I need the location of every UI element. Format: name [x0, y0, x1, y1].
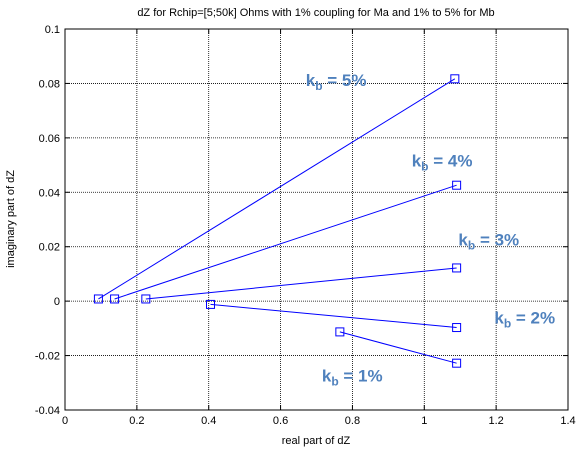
- y-tick-label: 0: [54, 296, 60, 308]
- annotation-k-b-5: kb = 1%: [322, 366, 383, 388]
- y-tick-label: 0.1: [45, 24, 60, 36]
- y-tick-label: -0.02: [35, 351, 60, 363]
- y-tick-label: 0.08: [39, 78, 60, 90]
- series-line-4: [114, 184, 457, 300]
- series-marker-1: [452, 358, 462, 368]
- annotation-k-b-2: kb = 4%: [412, 151, 473, 173]
- plot-area: [65, 29, 568, 410]
- annotations-layer: kb = 5% kb = 4% kb = 3% kb = 2% kb = 1%: [306, 71, 555, 388]
- x-tick-label: 0.6: [273, 415, 288, 427]
- series-marker-3: [452, 263, 462, 273]
- annotation-k-b-4: kb = 2%: [494, 309, 555, 331]
- series-marker-4: [110, 294, 120, 304]
- x-tick-label: 0.2: [129, 415, 144, 427]
- x-tick-label: 1.2: [488, 415, 503, 427]
- series-line-1: [339, 331, 457, 364]
- chart-title: dZ for Rchip=[5;50k] Ohms with 1% coupli…: [137, 7, 494, 19]
- x-tick-label: 1: [421, 415, 427, 427]
- series-marker-5: [450, 74, 460, 84]
- series-marker-1: [335, 327, 345, 337]
- y-tick-label: 0.02: [39, 242, 60, 254]
- annotation-k-b-3: kb = 3%: [458, 230, 519, 252]
- axis-ticks: 0 0.2 0.4 0.6 0.8 1 1.2 1.4 -0.04 -0.02 0 0.02 0.04 0…: [35, 24, 576, 427]
- y-tick-label: -0.04: [35, 405, 60, 417]
- x-tick-label: 1.4: [560, 415, 575, 427]
- y-tick-label: 0.04: [39, 187, 60, 199]
- series-line-3: [145, 267, 457, 300]
- series-line-2: [210, 303, 457, 329]
- series-marker-2: [206, 299, 216, 309]
- x-tick-label: 0: [62, 415, 68, 427]
- plot-frame: [64, 28, 569, 411]
- series-marker-4: [452, 180, 462, 190]
- series-marker-5: [93, 294, 103, 304]
- y-tick-label: 0.06: [39, 133, 60, 145]
- x-axis-label: real part of dZ: [282, 435, 351, 447]
- series-line-5: [98, 78, 456, 300]
- series-layer: [93, 74, 462, 368]
- y-axis-label: imaginary part of dZ: [5, 170, 17, 268]
- x-tick-label: 0.4: [201, 415, 216, 427]
- annotation-k-b-1: kb = 5%: [306, 71, 367, 93]
- series-marker-2: [452, 323, 462, 333]
- series-marker-3: [141, 294, 151, 304]
- x-tick-label: 0.8: [345, 415, 360, 427]
